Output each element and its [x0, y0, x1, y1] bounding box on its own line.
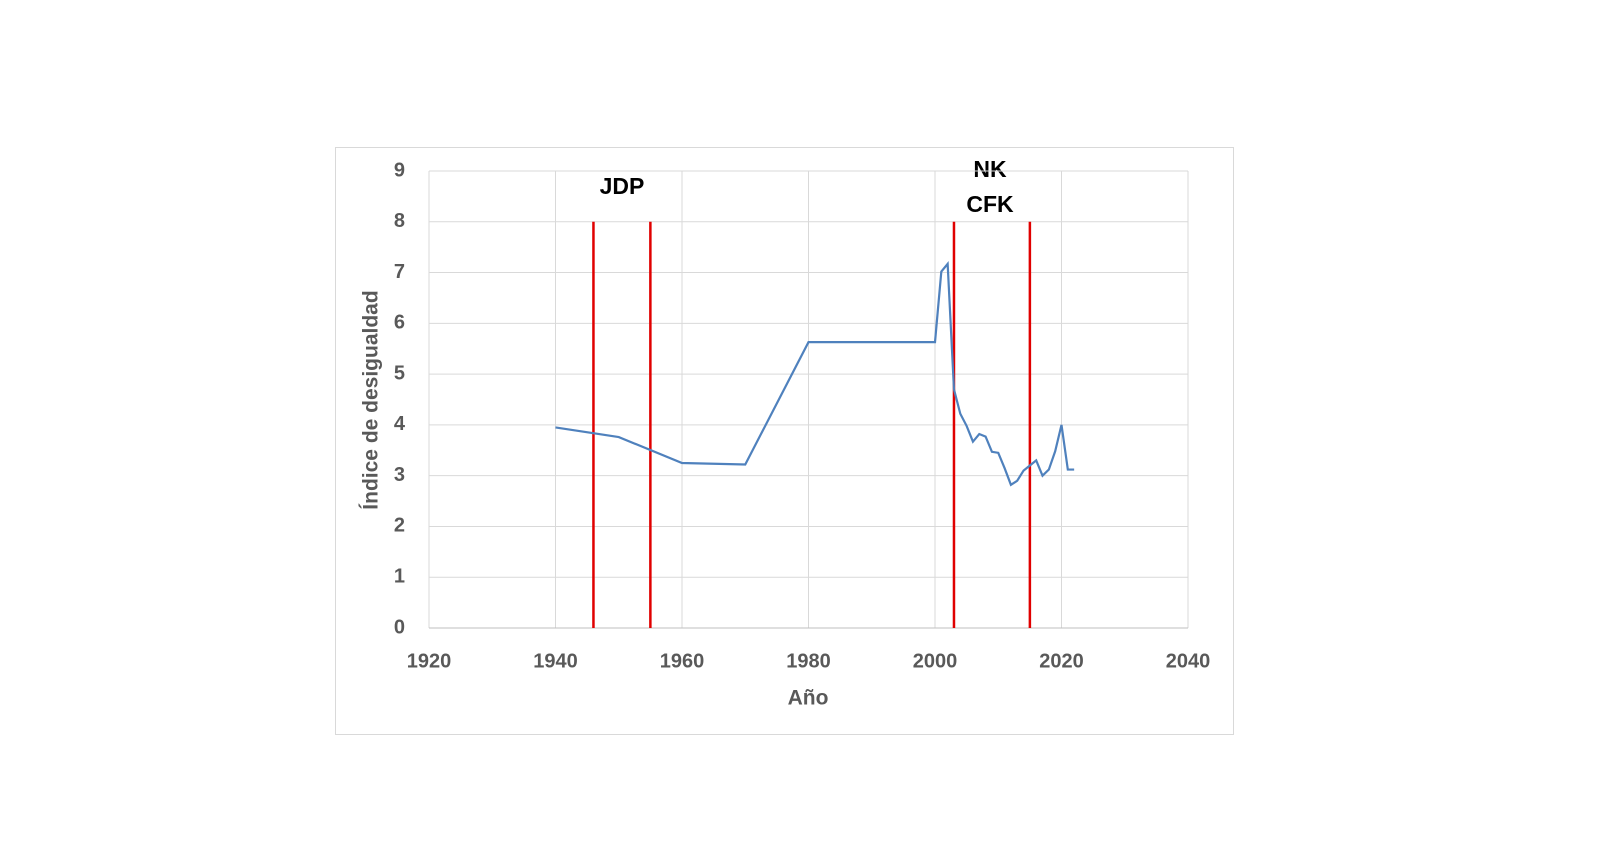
y-tick-label: 5	[394, 362, 405, 384]
y-tick-label: 7	[394, 261, 405, 283]
annotation: JDP	[600, 173, 645, 199]
y-tick-label: 0	[394, 616, 405, 638]
x-tick-label: 1920	[407, 650, 452, 672]
y-tick-label: 4	[394, 413, 406, 435]
annotation: CFK	[966, 191, 1014, 217]
y-tick-label: 6	[394, 312, 405, 334]
x-tick-label: 1960	[660, 650, 705, 672]
x-tick-label: 2020	[1039, 650, 1084, 672]
x-tick-label: 2040	[1166, 650, 1211, 672]
y-tick-label: 3	[394, 464, 405, 486]
y-tick-label: 9	[394, 159, 405, 181]
y-tick-label: 2	[394, 515, 405, 537]
chart-frame	[335, 147, 1234, 735]
x-tick-label: 1940	[533, 650, 578, 672]
x-axis-label: Año	[788, 687, 829, 710]
y-tick-label: 8	[394, 210, 405, 232]
data-line	[555, 261, 1075, 487]
y-axis-label: Índice de desigualdad	[360, 290, 383, 509]
y-tick-label: 1	[394, 566, 405, 588]
x-tick-label: 1980	[786, 650, 831, 672]
x-tick-label: 2000	[913, 650, 958, 672]
annotation: NK	[973, 156, 1007, 182]
